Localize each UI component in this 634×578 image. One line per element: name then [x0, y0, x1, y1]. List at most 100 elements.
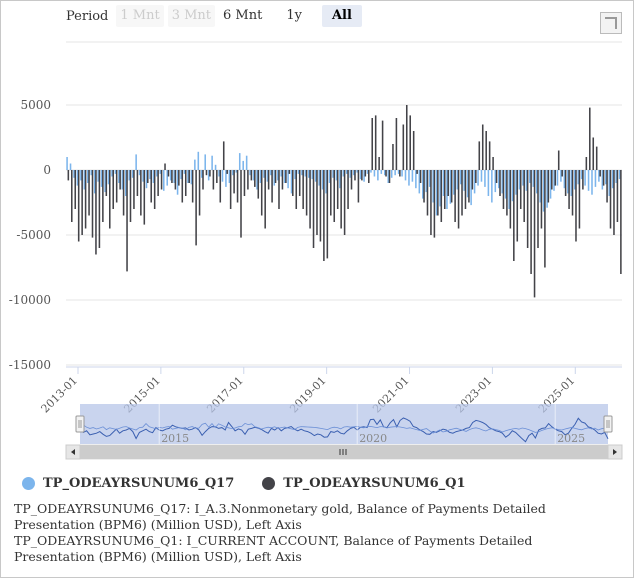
- bar-q17: [525, 170, 528, 191]
- bar-q1: [454, 170, 456, 222]
- bar-q1: [457, 170, 460, 229]
- range-button-all[interactable]: All: [321, 5, 362, 27]
- bar-q1: [551, 170, 553, 190]
- bar-q1: [295, 170, 298, 209]
- bar-q1: [88, 170, 90, 216]
- bar-q17: [542, 170, 545, 212]
- bar-q1: [447, 170, 449, 196]
- bar-q1: [67, 170, 70, 181]
- bar-series: [66, 105, 622, 298]
- bar-q17: [425, 170, 428, 193]
- range-button-1-month[interactable]: 1 Mnt: [116, 5, 164, 27]
- bar-q17: [377, 170, 379, 181]
- bar-q1: [254, 170, 256, 187]
- bar-q1: [153, 170, 156, 209]
- bar-q1: [347, 170, 349, 209]
- bar-q17: [342, 170, 345, 177]
- navigator-tick-label: 2020: [359, 432, 387, 445]
- fullscreen-icon[interactable]: [600, 12, 622, 34]
- bar-q1: [115, 170, 118, 203]
- y-tick-label: -15000: [9, 358, 51, 372]
- navigator-handle-right[interactable]: [603, 415, 613, 433]
- bar-q1: [533, 170, 536, 298]
- bar-q17: [321, 170, 324, 190]
- bar-q17: [567, 170, 569, 194]
- bar-q17: [73, 170, 75, 178]
- bar-q17: [276, 170, 279, 181]
- range-button-1-year[interactable]: 1y: [276, 5, 312, 27]
- range-selector: Period 1 Mnt 3 Mnt 6 Mnt 1y All: [66, 5, 366, 27]
- bar-q17: [529, 170, 531, 183]
- bar-q1: [485, 131, 487, 170]
- bar-q17: [162, 170, 165, 191]
- bar-q1: [443, 170, 446, 209]
- bar-q1: [568, 170, 570, 209]
- range-button-3-months[interactable]: 3 Mnt: [167, 5, 216, 27]
- bar-q17: [453, 170, 455, 195]
- bar-q17: [605, 170, 607, 185]
- range-button-6-months[interactable]: 6 Mnt: [219, 5, 267, 27]
- navigator-series-q1: [79, 417, 609, 443]
- legend-item-q1[interactable]: TP_ODEAYRSUNUM6_Q1: [262, 476, 466, 491]
- bar-q1: [492, 157, 494, 170]
- bar-q17: [118, 170, 120, 183]
- bar-q1: [91, 170, 94, 238]
- bar-q1: [540, 170, 543, 229]
- bar-q17: [384, 170, 386, 176]
- bar-q1: [461, 170, 463, 216]
- bar-q1: [129, 170, 132, 222]
- legend-label-q1: TP_ODEAYRSUNUM6_Q1: [283, 476, 466, 491]
- bar-q1: [582, 170, 584, 190]
- bar-q1: [95, 170, 97, 255]
- bar-q1: [381, 120, 384, 170]
- bar-q17: [131, 170, 134, 178]
- legend-item-q17[interactable]: TP_ODEAYRSUNUM6_Q17: [22, 476, 234, 491]
- bar-q17: [556, 170, 559, 186]
- note-q1: TP_ODEAYRSUNUM6_Q1: I_CURRENT ACCOUNT, B…: [14, 533, 533, 564]
- bar-q1: [71, 170, 73, 222]
- bar-q1: [77, 170, 80, 242]
- bar-q17: [408, 170, 410, 186]
- bar-q17: [435, 170, 438, 216]
- bar-q17: [180, 170, 182, 180]
- bar-q1: [112, 170, 115, 209]
- bar-q17: [69, 163, 72, 170]
- bar-q17: [325, 170, 327, 194]
- bar-q1: [202, 170, 204, 190]
- bar-q1: [233, 170, 235, 194]
- navigator-handle-left[interactable]: [75, 415, 85, 433]
- bar-q17: [352, 170, 355, 176]
- bar-q1: [157, 170, 159, 196]
- bar-q17: [301, 170, 303, 176]
- bar-q17: [608, 170, 611, 196]
- bar-q1: [495, 170, 498, 183]
- bar-q17: [156, 170, 158, 177]
- x-tick-label: 2013-01: [39, 374, 81, 416]
- bar-q1: [171, 170, 173, 183]
- bar-q17: [190, 170, 193, 185]
- bar-q1: [340, 170, 342, 229]
- bar-q17: [546, 170, 548, 208]
- bar-q17: [549, 170, 552, 199]
- bar-q17: [363, 170, 365, 182]
- bar-q17: [256, 170, 258, 190]
- bar-q1: [405, 105, 408, 170]
- bar-q17: [66, 157, 68, 170]
- bar-q1: [516, 170, 519, 242]
- bar-q1: [264, 170, 266, 229]
- scrollbar-thumb[interactable]: [80, 445, 608, 459]
- bar-q1: [205, 170, 208, 176]
- bar-q17: [380, 170, 383, 174]
- bar-q1: [616, 170, 619, 222]
- bar-q1: [530, 170, 532, 274]
- bar-q1: [613, 170, 615, 235]
- bar-q17: [332, 170, 334, 178]
- bar-q1: [471, 170, 474, 190]
- bar-q1: [219, 170, 222, 203]
- bar-q1: [392, 144, 394, 170]
- bar-q1: [229, 170, 232, 209]
- bar-q17: [428, 170, 431, 187]
- bar-q17: [176, 170, 179, 195]
- bar-q17: [553, 170, 555, 191]
